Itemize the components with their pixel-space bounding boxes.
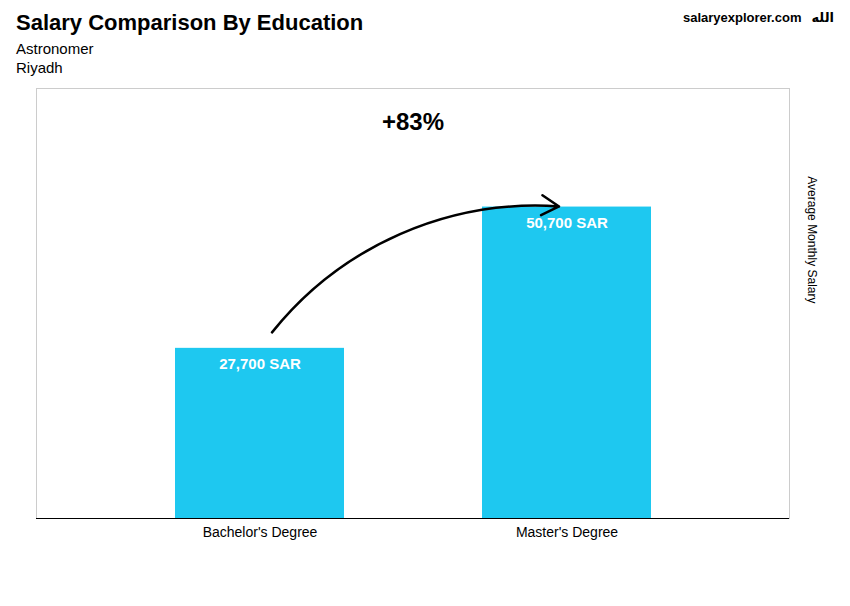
html-text:salaryexplorer.com: salaryexplorer.com — [682, 10, 802, 25]
svg-text:Bachelor's Degree: Bachelor's Degree — [203, 524, 318, 540]
svg-text:Average Monthly Salary: Average Monthly Salary — [805, 176, 819, 303]
svg-text:Master's Degree: Master's Degree — [516, 524, 618, 540]
html-text:الله: الله — [811, 10, 834, 25]
html-text:Salary Comparison By Education: Salary Comparison By Education — [16, 10, 364, 35]
svg-text:50,700 SAR: 50,700 SAR — [526, 214, 608, 231]
svg-text:+83%: +83% — [382, 108, 444, 135]
svg-text:27,700 SAR: 27,700 SAR — [219, 355, 301, 372]
html-text:Riyadh: Riyadh — [16, 59, 63, 76]
html-text:Astronomer: Astronomer — [16, 40, 94, 57]
